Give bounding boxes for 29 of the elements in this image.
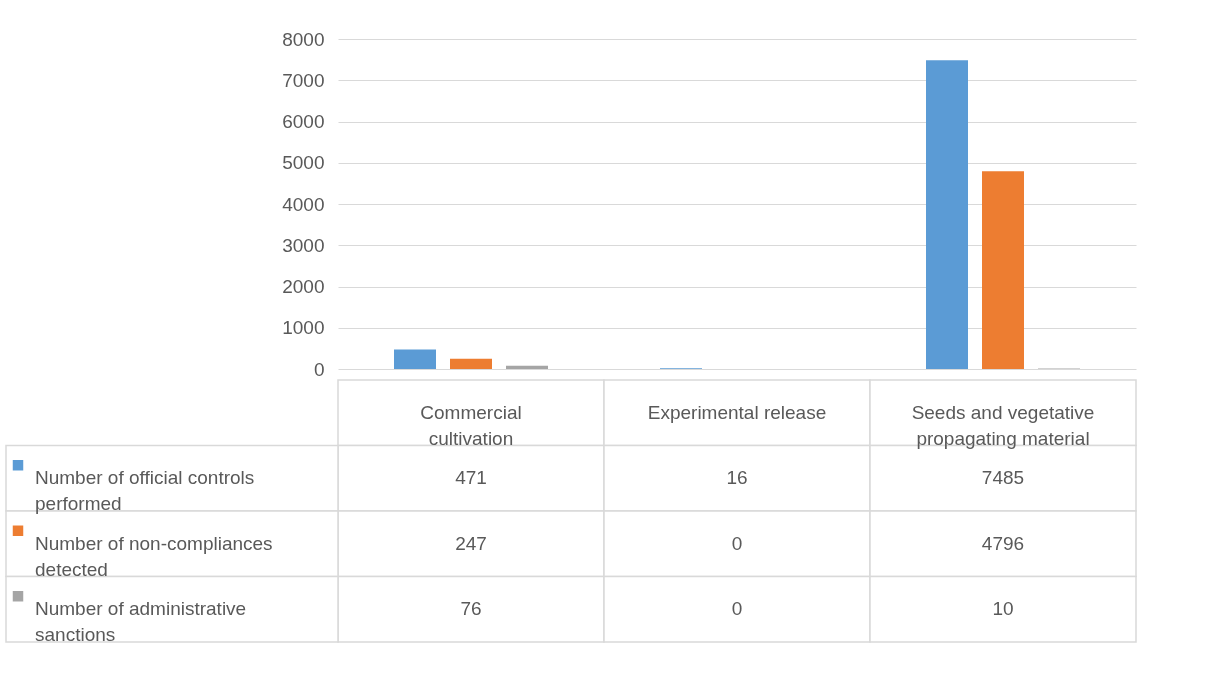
- y-tick-label: 8000: [282, 28, 325, 50]
- data-label: 0: [731, 532, 743, 554]
- legend-label: Number of official controls performed: [35, 467, 255, 515]
- y-tick-label: 1000: [282, 317, 325, 339]
- y-tick-label: 3000: [282, 234, 325, 256]
- bar: [394, 349, 436, 369]
- y-tick-label: 0: [313, 358, 325, 380]
- y-tick-label: 5000: [282, 152, 325, 174]
- bar: [926, 60, 968, 369]
- x-tick-label: Commercial cultivation: [420, 401, 522, 449]
- data-label: 16: [726, 467, 748, 489]
- data-label: 7485: [981, 467, 1025, 489]
- bar: [450, 358, 492, 369]
- data-label: 10: [992, 598, 1014, 620]
- x-tick-label: Experimental release: [647, 401, 827, 423]
- y-tick-label: 7000: [282, 69, 325, 91]
- data-label: 4796: [981, 532, 1025, 554]
- data-label: 0: [731, 598, 743, 620]
- y-tick-label: 2000: [282, 276, 325, 297]
- bar: [506, 365, 548, 369]
- data-label: 76: [460, 598, 482, 620]
- data-label: 471: [455, 467, 487, 489]
- legend-label: Number of non-compliances detected: [35, 532, 273, 580]
- data-label: 247: [455, 532, 487, 554]
- bar: [982, 171, 1024, 369]
- y-tick-label: 6000: [282, 111, 325, 132]
- legend-label: Number of administrative sanctions: [35, 598, 247, 646]
- x-tick-label: Seeds and vegetative propagating material: [911, 401, 1095, 449]
- y-tick-label: 4000: [282, 193, 325, 215]
